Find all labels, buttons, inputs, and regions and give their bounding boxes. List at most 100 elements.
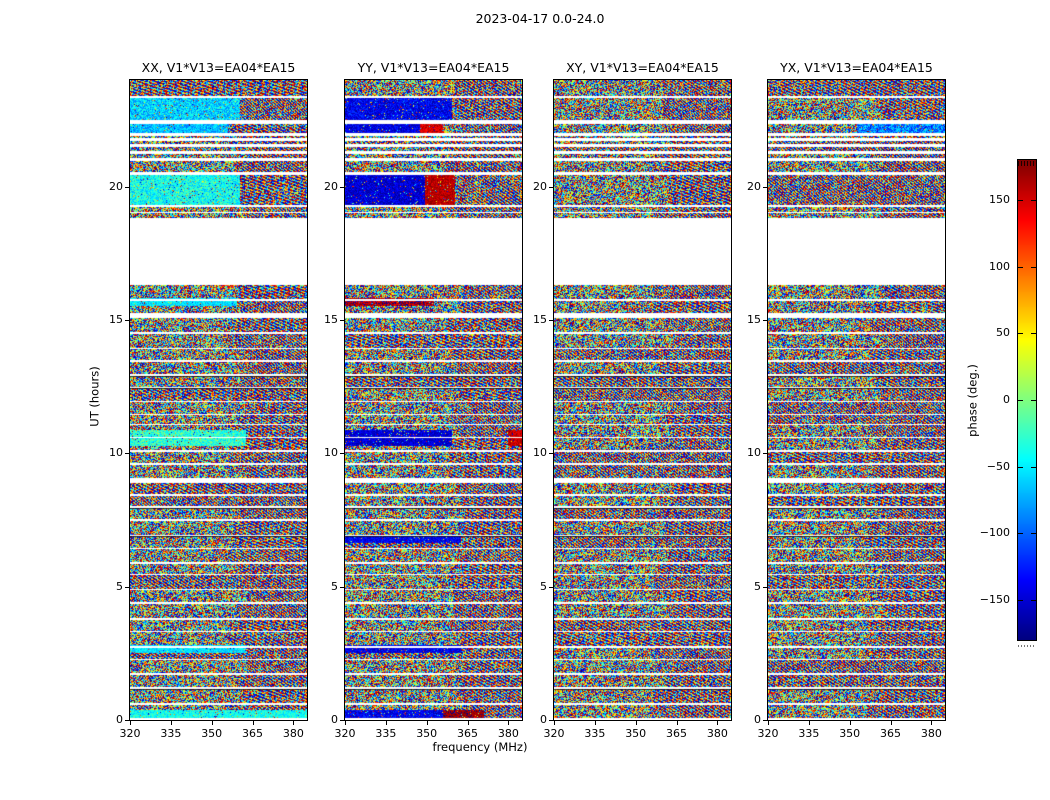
y-tick	[340, 586, 344, 588]
y-tick-label: 10	[747, 446, 761, 460]
y-tick-label: 10	[533, 446, 547, 460]
y-tick	[125, 586, 129, 588]
subplot-title-yy: YY, V1*V13=EA04*EA15	[357, 60, 510, 75]
x-tick	[808, 721, 810, 725]
colorbar	[1018, 160, 1036, 640]
colorbar-tick	[1018, 466, 1023, 468]
y-tick-label: 20	[324, 179, 338, 193]
x-tick	[768, 721, 769, 725]
x-tick-label: 365	[880, 727, 902, 740]
x-tick	[211, 721, 213, 725]
x-tick	[508, 721, 510, 725]
colorbar-tick-label: 100	[989, 259, 1010, 273]
y-tick	[763, 586, 767, 588]
y-tick-label: 15	[109, 313, 123, 326]
colorbar-tick	[1031, 400, 1036, 401]
y-tick	[340, 453, 344, 455]
y-tick	[549, 453, 553, 455]
colorbar-under-hatch	[1018, 645, 1036, 647]
x-tick-label: 380	[920, 727, 942, 740]
y-tick	[549, 186, 553, 188]
x-tick-label: 320	[757, 727, 779, 740]
colorbar-tick	[1018, 533, 1023, 535]
colorbar-tick	[1031, 266, 1036, 268]
x-axis-label: frequency (MHz)	[432, 740, 528, 754]
x-tick-label: 365	[457, 727, 479, 740]
y-tick-label: 15	[747, 313, 761, 326]
y-tick-label: 20	[747, 179, 761, 193]
y-tick	[340, 720, 344, 721]
x-tick-label: 380	[282, 727, 304, 740]
y-tick-label: 15	[533, 313, 547, 326]
y-tick	[763, 720, 767, 721]
y-tick-label: 5	[116, 579, 123, 593]
x-tick	[385, 721, 387, 725]
heatmap-canvas-xx	[130, 80, 307, 720]
colorbar-tick	[1031, 533, 1036, 535]
colorbar-tick	[1031, 466, 1036, 468]
heatmap-canvas-xy	[554, 80, 731, 720]
y-tick	[125, 320, 129, 321]
y-tick	[340, 186, 344, 188]
y-tick-label: 0	[540, 713, 547, 726]
x-tick-label: 365	[666, 727, 688, 740]
colorbar-tick-label: −100	[979, 526, 1010, 540]
x-tick-label: 335	[160, 727, 182, 740]
y-tick	[125, 453, 129, 455]
x-tick-label: 320	[543, 727, 565, 740]
x-tick	[345, 721, 346, 725]
heatmap-canvas-yx	[768, 80, 945, 720]
y-tick-label: 5	[754, 579, 761, 593]
x-tick	[635, 721, 637, 725]
y-tick-label: 0	[116, 713, 123, 726]
x-tick-label: 350	[201, 727, 223, 740]
x-tick	[676, 721, 678, 725]
y-tick-label: 5	[331, 579, 338, 593]
y-tick	[763, 186, 767, 188]
y-tick-label: 5	[540, 579, 547, 593]
x-tick	[554, 721, 555, 725]
x-tick	[170, 721, 172, 725]
y-tick	[763, 320, 767, 321]
y-tick	[125, 720, 129, 721]
x-tick-label: 320	[334, 727, 356, 740]
y-tick	[549, 720, 553, 721]
x-tick-label: 335	[375, 727, 397, 740]
x-tick-label: 320	[119, 727, 141, 740]
colorbar-tick	[1018, 200, 1023, 201]
subplot-title-xy: XY, V1*V13=EA04*EA15	[566, 60, 719, 75]
y-tick-label: 20	[533, 179, 547, 193]
x-tick	[849, 721, 851, 725]
colorbar-tick-label: −50	[986, 459, 1010, 473]
colorbar-tick	[1018, 400, 1023, 401]
y-tick-label: 0	[331, 713, 338, 726]
colorbar-tick	[1018, 333, 1023, 335]
x-tick	[931, 721, 933, 725]
y-tick-label: 10	[324, 446, 338, 460]
y-tick-label: 10	[109, 446, 123, 460]
colorbar-tick	[1018, 600, 1023, 601]
x-tick	[130, 721, 131, 725]
x-tick-label: 350	[839, 727, 861, 740]
x-tick-label: 380	[706, 727, 728, 740]
x-tick-label: 380	[497, 727, 519, 740]
colorbar-tick	[1031, 200, 1036, 201]
x-tick	[594, 721, 596, 725]
x-tick	[293, 721, 295, 725]
colorbar-tick-label: 150	[989, 193, 1010, 206]
x-tick	[890, 721, 892, 725]
y-tick	[340, 320, 344, 321]
x-tick	[252, 721, 254, 725]
y-tick	[125, 186, 129, 188]
colorbar-tick	[1031, 333, 1036, 335]
x-tick	[467, 721, 469, 725]
y-tick-label: 15	[324, 313, 338, 326]
x-tick-label: 335	[798, 727, 820, 740]
colorbar-tick-label: −150	[979, 593, 1010, 606]
x-tick-label: 350	[625, 727, 647, 740]
y-tick	[549, 320, 553, 321]
colorbar-tick-label: 0	[1003, 393, 1010, 406]
colorbar-over-hatch	[1018, 161, 1036, 166]
colorbar-tick	[1018, 266, 1023, 268]
